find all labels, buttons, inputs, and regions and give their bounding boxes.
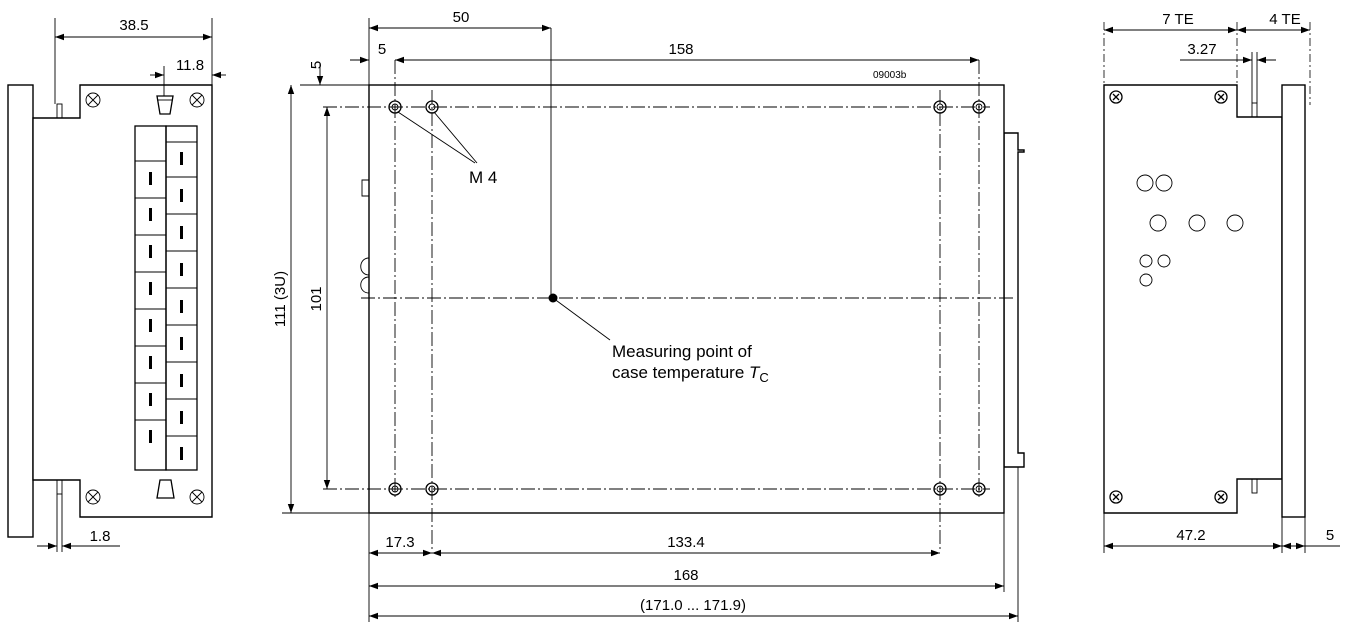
front-clip-bottom	[1251, 478, 1258, 494]
measuring-point-label-line2: case temperature TC	[612, 363, 769, 385]
dim-side-offset: 11.8	[176, 57, 204, 74]
top-view: 09003b M 4 Measuring point of case tempe…	[272, 9, 1025, 622]
dim-front-offset: 3.27	[1187, 41, 1216, 58]
measuring-point-label-line1: Measuring point of	[612, 342, 752, 361]
side-front-panel	[7, 84, 34, 538]
connector-block	[134, 125, 198, 471]
side-clip-top	[56, 103, 63, 119]
dim-panel-thickness: 5	[1326, 527, 1334, 544]
dim-front-width: 47.2	[1176, 527, 1205, 544]
front-holes	[1136, 174, 1244, 287]
screw-icon	[85, 489, 101, 505]
dim-edge-margin-x: 5	[378, 41, 386, 58]
front-housing	[1103, 84, 1283, 514]
dim-inset: 17.3	[385, 534, 414, 551]
screw-icon	[1214, 90, 1228, 104]
mounting-hole-icon	[425, 482, 439, 496]
dim-hole-pitch-horizontal: 133.4	[667, 534, 705, 551]
dim-edge-margin-y: 5	[308, 61, 325, 69]
screw-icon	[1109, 90, 1123, 104]
coding-key-top-icon	[156, 95, 174, 115]
mounting-hole-icon	[388, 482, 402, 496]
side-housing	[32, 84, 213, 518]
drawing-code: 09003b	[873, 70, 907, 81]
rear-connector-strip	[1003, 132, 1025, 468]
dim-width-te: 7 TE	[1162, 11, 1193, 28]
mounting-hole-icon	[972, 482, 986, 496]
mounting-hole-icon	[933, 482, 947, 496]
screw-icon	[189, 489, 205, 505]
dim-hole-x-offset: 50	[453, 9, 470, 26]
dim-side-flange: 1.8	[90, 528, 111, 545]
mounting-hole-icon	[425, 100, 439, 114]
thread-label: M 4	[469, 168, 497, 187]
mounting-hole-icon	[388, 100, 402, 114]
dim-hole-span: 158	[668, 41, 693, 58]
connector-pin-slots	[149, 152, 183, 460]
side-clip-bottom	[56, 479, 63, 495]
mounting-hole-icon	[972, 100, 986, 114]
front-clip-top	[1251, 102, 1258, 118]
dim-side-width: 38.5	[119, 17, 148, 34]
dim-height: 111 (3U)	[272, 271, 289, 327]
side-view: 38.5 11.8 1.8	[7, 17, 226, 552]
coding-key-bottom-icon	[156, 479, 175, 499]
screw-icon	[1214, 490, 1228, 504]
screw-icon	[85, 92, 101, 108]
mounting-hole-icon	[933, 100, 947, 114]
front-view: 7 TE 4 TE 3.27 47.2 5	[1103, 11, 1340, 553]
centerlines	[323, 60, 1016, 552]
dim-hole-pitch-vertical: 101	[308, 286, 325, 311]
front-panel	[1281, 84, 1306, 518]
screw-icon	[1109, 490, 1123, 504]
case-plate	[368, 84, 1005, 514]
screw-icon	[189, 92, 205, 108]
dim-length-range: (171.0 ... 171.9)	[640, 597, 746, 614]
dim-length: 168	[673, 567, 698, 584]
dim-panel-te: 4 TE	[1269, 11, 1300, 28]
